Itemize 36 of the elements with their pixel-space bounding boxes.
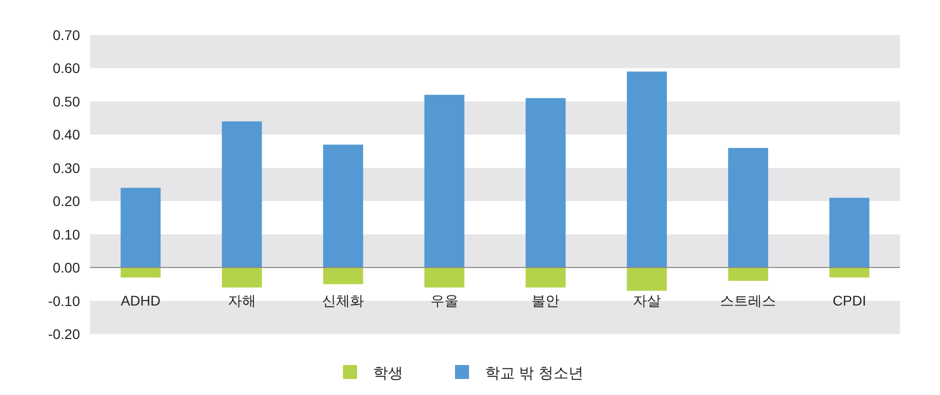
legend-label: 학생 (373, 365, 403, 382)
y-tick-label: -0.10 (48, 292, 80, 309)
bar (222, 121, 262, 268)
bar (120, 268, 161, 278)
bar (728, 268, 768, 281)
x-tick-label: CPDI (832, 292, 866, 309)
x-tick-label: 불안 (532, 292, 560, 309)
x-tick-label: 우울 (430, 292, 458, 309)
y-tick-label: 0.00 (52, 260, 80, 276)
bar (626, 72, 667, 268)
y-tick-label: 0.20 (52, 193, 80, 210)
bar (424, 94, 464, 268)
bar (424, 268, 464, 288)
y-tick-label: 0.10 (52, 226, 80, 242)
bar (120, 188, 161, 268)
x-tick-label: ADHD (120, 292, 160, 309)
bar (526, 98, 566, 268)
y-tick-label: 0.70 (52, 27, 80, 43)
x-tick-label: 신체화 (322, 292, 364, 309)
x-tick-label: 자살 (632, 292, 661, 309)
bar (626, 268, 667, 291)
bar (323, 144, 364, 268)
legend-label: 학교 밖 청소년 (485, 365, 584, 382)
bar (526, 268, 566, 288)
bar (728, 148, 768, 268)
bar (829, 268, 870, 278)
y-tick-label: 0.50 (52, 93, 80, 110)
x-tick-label: 자해 (228, 292, 256, 309)
bar (222, 268, 262, 288)
y-tick-label: 0.30 (52, 160, 80, 176)
y-tick-label: -0.20 (48, 326, 80, 342)
y-tick-label: 0.60 (52, 60, 80, 76)
bar (323, 268, 364, 284)
bar (829, 198, 870, 268)
x-tick-label: 스트레스 (720, 292, 776, 309)
y-tick-label: 0.40 (52, 126, 80, 143)
